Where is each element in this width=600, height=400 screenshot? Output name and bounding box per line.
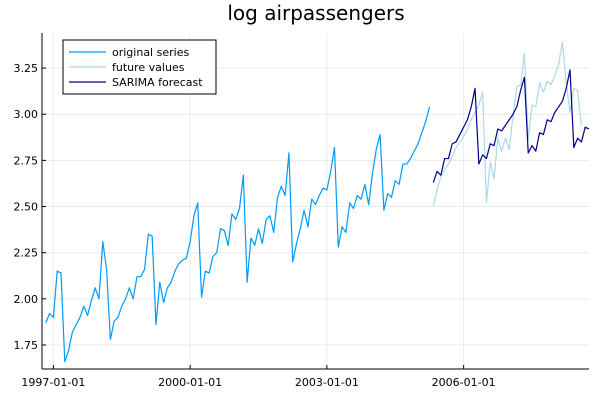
y-tick-label: 3.00 bbox=[14, 108, 39, 121]
legend-label: original series bbox=[112, 46, 189, 59]
chart-title: log airpassengers bbox=[227, 1, 404, 25]
y-ticks: 1.75 2.00 2.25 2.50 2.75 3.00 3.25 bbox=[14, 62, 46, 352]
series-line-sarima-forecast bbox=[432, 69, 590, 183]
series-line-original-series bbox=[45, 106, 431, 363]
y-tick-label: 1.75 bbox=[14, 339, 39, 352]
x-ticks: 1997-01-01 2000-01-01 2003-01-01 2006-01-01 bbox=[21, 365, 496, 389]
x-tick-label: 2000-01-01 bbox=[158, 376, 222, 389]
series-line-future-values bbox=[432, 41, 582, 207]
y-tick-label: 2.75 bbox=[14, 154, 39, 167]
legend-box bbox=[62, 39, 217, 95]
y-tick-label: 2.00 bbox=[14, 293, 39, 306]
y-tick-label: 2.50 bbox=[14, 201, 39, 214]
series-layer bbox=[45, 41, 590, 363]
x-tick-label: 2003-01-01 bbox=[295, 376, 359, 389]
legend-label: future values bbox=[112, 61, 185, 74]
x-tick-label: 1997-01-01 bbox=[21, 376, 85, 389]
legend: original series future values SARIMA forec… bbox=[62, 39, 217, 95]
x-tick-label: 2006-01-01 bbox=[432, 376, 496, 389]
y-tick-label: 3.25 bbox=[14, 62, 39, 75]
legend-label: SARIMA forecast bbox=[112, 76, 203, 89]
axes bbox=[41, 33, 589, 370]
y-tick-label: 2.25 bbox=[14, 247, 39, 260]
